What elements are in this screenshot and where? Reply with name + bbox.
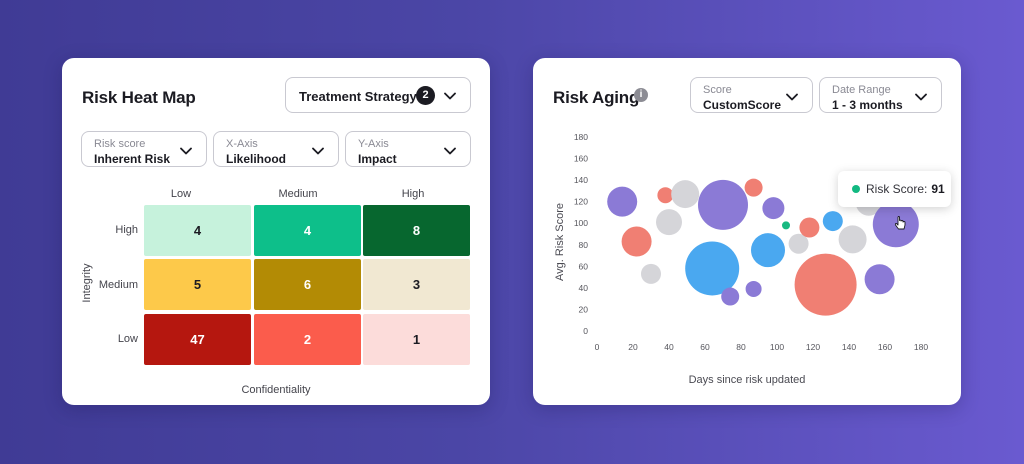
x-tick-label: 140 [842, 342, 856, 352]
x-tick-label: 100 [770, 342, 784, 352]
heat-cell-high-medium[interactable]: 4 [254, 205, 361, 256]
y-tick-label: 80 [579, 240, 589, 250]
risk-bubble[interactable] [838, 225, 867, 254]
score-select-label: Score [703, 84, 732, 96]
date-range-select[interactable]: Date Range 1 - 3 months [819, 77, 942, 113]
chevron-down-icon [180, 147, 192, 155]
x-tick-label: 80 [736, 342, 746, 352]
date-range-select-label: Date Range [832, 84, 891, 96]
risk-bubble[interactable] [656, 209, 682, 236]
risk-score-select[interactable]: Risk score Inherent Risk [81, 131, 207, 167]
risk-bubble[interactable] [751, 233, 785, 268]
treatment-strategy-label: Treatment Strategy [299, 89, 417, 104]
x-axis-select-label: X-Axis [226, 138, 258, 150]
risk-score-select-label: Risk score [94, 138, 146, 150]
heat-cell-low-medium[interactable]: 2 [254, 314, 361, 365]
risk-bubble[interactable] [794, 253, 857, 316]
x-tick-label: 120 [806, 342, 820, 352]
chart-x-axis-title: Days since risk updated [689, 374, 806, 386]
y-axis-select[interactable]: Y-Axis Impact [345, 131, 471, 167]
risk-aging-card: Risk Aging i Score CustomScore Date Rang… [533, 58, 961, 405]
x-axis-select[interactable]: X-Axis Likelihood [213, 131, 339, 167]
chevron-down-icon [915, 93, 927, 101]
heat-cell-medium-medium[interactable]: 6 [254, 259, 361, 310]
heat-map-x-axis-title: Confidentiality [241, 384, 311, 396]
chart-y-axis-title: Avg. Risk Score [554, 203, 566, 281]
risk-bubble[interactable] [744, 178, 763, 197]
risk-score-tooltip: Risk Score: 91 [838, 171, 951, 207]
y-tick-label: 0 [583, 326, 588, 336]
y-tick-label: 20 [579, 304, 589, 314]
row-header-medium: Medium [98, 279, 138, 291]
column-header-low: Low [170, 188, 192, 200]
row-header-high: High [115, 224, 138, 236]
chevron-down-icon [786, 93, 798, 101]
pointer-cursor-icon [894, 216, 906, 230]
risk-bubble[interactable] [641, 263, 661, 284]
y-tick-label: 40 [579, 283, 589, 293]
risk-bubble[interactable] [822, 211, 843, 232]
risk-bubble[interactable] [698, 179, 748, 230]
heat-map-title: Risk Heat Map [82, 88, 196, 107]
y-tick-label: 160 [574, 154, 588, 164]
heat-cell-low-high[interactable]: 1 [363, 314, 470, 365]
tooltip-value: 91 [931, 182, 945, 196]
y-tick-label: 180 [574, 132, 588, 142]
y-tick-label: 120 [574, 197, 588, 207]
risk-heat-map-card: Risk Heat Map Treatment Strategy 2 Risk … [62, 58, 490, 405]
score-select-value: CustomScore [703, 98, 782, 112]
heat-cell-medium-high[interactable]: 3 [363, 259, 470, 310]
heat-map-y-axis-title: Integrity [81, 263, 93, 303]
heat-cell-low-low[interactable]: 47 [144, 314, 251, 365]
y-axis-select-label: Y-Axis [358, 138, 389, 150]
risk-bubble[interactable] [671, 180, 700, 209]
risk-bubble[interactable] [799, 217, 820, 238]
score-select[interactable]: Score CustomScore [690, 77, 813, 113]
column-header-medium: Medium [278, 188, 318, 200]
risk-bubble[interactable] [685, 241, 740, 296]
x-tick-label: 40 [664, 342, 674, 352]
risk-bubble[interactable] [864, 264, 895, 295]
risk-bubble[interactable] [621, 226, 652, 257]
treatment-strategy-dropdown[interactable]: Treatment Strategy 2 [285, 77, 471, 113]
y-tick-label: 140 [574, 175, 588, 185]
chevron-down-icon [444, 92, 456, 100]
chevron-down-icon [444, 147, 456, 155]
heat-cell-medium-low[interactable]: 5 [144, 259, 251, 310]
row-header-low: Low [117, 333, 138, 345]
y-tick-label: 100 [574, 218, 588, 228]
risk-bubble[interactable] [782, 221, 790, 230]
chevron-down-icon [312, 147, 324, 155]
risk-aging-title: Risk Aging [553, 88, 640, 107]
risk-aging-chart: 0 20 40 60 80 100 120 140 160 180 0 20 40 60 80 100 120… [554, 132, 928, 386]
y-tick-label: 60 [579, 261, 589, 271]
risk-score-select-value: Inherent Risk [94, 152, 171, 166]
risk-bubble[interactable] [721, 287, 740, 306]
risk-bubble[interactable] [607, 186, 638, 217]
x-tick-label: 180 [914, 342, 928, 352]
info-icon[interactable]: i [634, 88, 648, 102]
heat-cell-high-high[interactable]: 8 [363, 205, 470, 256]
x-tick-label: 0 [595, 342, 600, 352]
date-range-select-value: 1 - 3 months [832, 98, 903, 112]
y-axis-select-value: Impact [358, 152, 397, 166]
x-tick-label: 20 [628, 342, 638, 352]
x-tick-label: 160 [878, 342, 892, 352]
risk-bubble[interactable] [762, 197, 785, 220]
x-axis-select-value: Likelihood [226, 152, 286, 166]
heat-cell-high-low[interactable]: 4 [144, 205, 251, 256]
tooltip-label: Risk Score: [866, 182, 928, 196]
risk-bubble[interactable] [745, 280, 762, 297]
treatment-strategy-count-badge: 2 [416, 86, 435, 105]
risk-bubble[interactable] [657, 187, 674, 204]
x-tick-label: 60 [700, 342, 710, 352]
risk-bubble[interactable] [788, 233, 809, 254]
tooltip-dot [852, 185, 860, 193]
column-header-high: High [401, 188, 425, 200]
